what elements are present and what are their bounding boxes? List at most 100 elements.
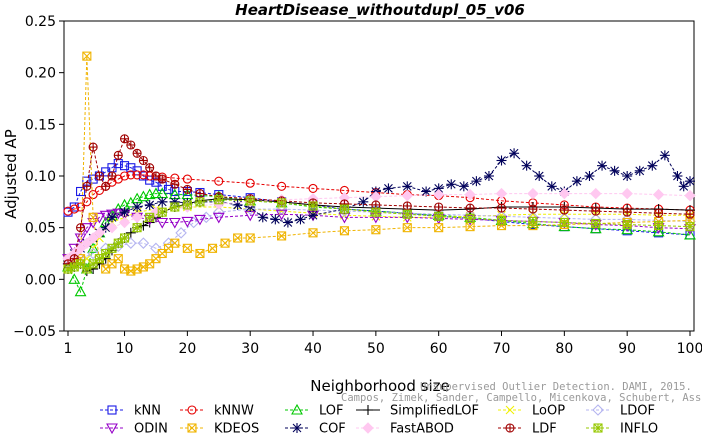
x-axis-title: Neighborhood size (310, 377, 449, 395)
data-point-inflo (119, 233, 130, 243)
y-tick-label: 0.05 (25, 221, 56, 237)
legend-item-lof: LOF (285, 404, 344, 419)
data-point-inflo (496, 215, 507, 225)
data-point-lof (684, 228, 696, 240)
data-point-fastabod (87, 232, 99, 244)
data-point-knnw (132, 170, 142, 180)
series-inflo (63, 195, 695, 274)
data-point-kdeos (233, 233, 243, 243)
data-point-odin (74, 233, 87, 245)
data-point-inflo (559, 217, 569, 228)
data-point-cof (534, 171, 545, 181)
x-tick-label: 80 (555, 341, 573, 357)
data-point-inflo (622, 220, 632, 230)
legend-marker-ldf (505, 423, 515, 433)
x-tick-label: 70 (493, 341, 511, 357)
y-tick-label: −0.05 (13, 324, 56, 340)
data-point-fastabod (590, 187, 602, 200)
data-point-ldof (213, 206, 225, 218)
legend-label-cof: COF (319, 422, 346, 434)
data-point-ldf (119, 134, 130, 144)
legend-label-lof: LOF (319, 404, 344, 419)
data-point-kdeos (434, 223, 444, 233)
data-point-inflo (88, 259, 98, 269)
data-point-cof (471, 176, 482, 187)
data-point-inflo (591, 218, 601, 229)
y-tick-label: 0.15 (25, 117, 56, 133)
x-tick-label: 30 (241, 341, 259, 357)
data-point-knnw (182, 174, 192, 184)
legend-item-knn: kNN (100, 404, 161, 419)
data-point-ldf (591, 206, 601, 216)
data-point-ldf (559, 205, 569, 215)
data-point-cof (678, 181, 689, 192)
data-point-knnw (308, 183, 318, 193)
data-point-inflo (371, 207, 381, 217)
data-point-cof (144, 199, 155, 210)
legend-item-cof: COF (285, 422, 346, 434)
y-tick-label: 0.20 (25, 66, 56, 82)
data-point-ldof (175, 227, 187, 239)
data-point-cof (659, 150, 670, 161)
data-point-inflo (339, 204, 349, 214)
legend-label-ldf: LDF (532, 422, 557, 434)
legend-marker-simplifiedlof (363, 405, 373, 415)
data-point-fastabod (118, 216, 131, 229)
data-point-cof (609, 165, 620, 176)
legend-marker-lof (291, 403, 303, 415)
data-point-cof (546, 181, 557, 192)
data-point-ldf (76, 223, 86, 233)
data-point-ldof (137, 237, 150, 249)
y-tick-label: 0.10 (25, 169, 56, 185)
data-point-fastabod (106, 221, 118, 234)
data-point-ldf (101, 181, 111, 191)
data-point-inflo (170, 202, 180, 212)
data-point-cof (571, 176, 582, 187)
data-point-inflo (182, 200, 192, 210)
data-point-cof (232, 199, 243, 210)
data-point-inflo (277, 198, 287, 208)
data-point-ldf (82, 181, 92, 191)
series-line-loop (67, 206, 690, 265)
data-point-knnw (69, 204, 79, 214)
data-point-lof (143, 188, 156, 200)
data-point-ldf (182, 184, 192, 194)
data-point-cof (157, 196, 168, 207)
data-point-cof (132, 202, 143, 212)
data-point-kdeos (220, 238, 230, 248)
legend-item-loop: LoOP (498, 404, 565, 419)
legend-marker-odin (106, 423, 118, 434)
data-point-lof (87, 242, 100, 253)
data-point-ldf (528, 204, 538, 214)
data-point-cof (383, 183, 394, 194)
data-point-inflo (654, 221, 664, 231)
legend-marker-fastabod (362, 422, 374, 434)
data-point-knnw (277, 181, 287, 191)
data-point-odin (212, 212, 225, 224)
legend-label-odin: ODIN (134, 422, 168, 434)
data-point-knnw (245, 178, 255, 188)
legend-label-knn: kNN (134, 404, 161, 419)
y-axis-title: Adjusted AP (2, 129, 20, 219)
data-point-knnw (63, 206, 73, 216)
data-point-lof (150, 187, 162, 199)
data-point-knnw (214, 176, 224, 186)
legend-label-fastabod: FastABOD (390, 422, 454, 434)
data-point-knn (119, 161, 130, 171)
data-point-inflo (308, 201, 318, 211)
data-point-kdeos (170, 238, 180, 248)
data-point-cof (458, 181, 469, 192)
data-point-cof (308, 210, 319, 221)
series-line-odin (67, 212, 691, 259)
data-point-ldof (87, 247, 99, 260)
legend-item-inflo: INFLO (586, 422, 658, 434)
legend-label-inflo: INFLO (620, 422, 658, 434)
data-point-inflo (145, 212, 155, 222)
data-point-knnw (76, 202, 86, 212)
data-point-cof (685, 176, 695, 187)
data-point-inflo (402, 209, 412, 219)
data-point-fastabod (652, 188, 665, 201)
data-point-cof (672, 171, 683, 181)
data-point-ldf (195, 189, 205, 199)
data-point-ldf (465, 203, 475, 213)
